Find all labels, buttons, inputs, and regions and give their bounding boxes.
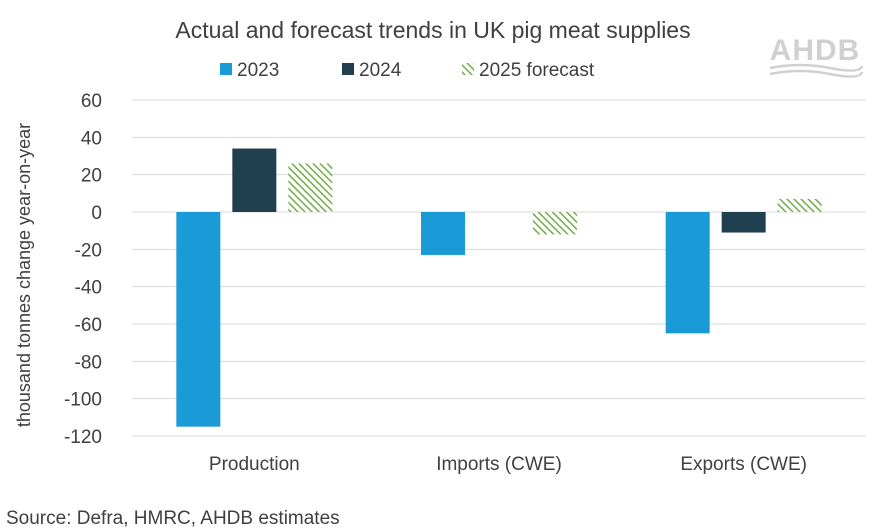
y-axis-label: thousand tonnes change year-on-year xyxy=(14,123,34,427)
bar-2025-forecast-1 xyxy=(533,212,577,235)
legend-label: 2025 forecast xyxy=(479,60,595,81)
legend: 2023 2024 2025 forecast xyxy=(220,60,595,81)
ahdb-logo: AHDB xyxy=(770,34,864,78)
y-tick-label: -20 xyxy=(75,240,102,261)
y-tick-label: 40 xyxy=(81,128,102,149)
legend-label: 2023 xyxy=(237,60,279,81)
legend-swatch xyxy=(220,63,232,75)
bar-2025-forecast-0 xyxy=(288,163,333,212)
bar-2024-0 xyxy=(232,148,277,212)
bar-2025-forecast-2 xyxy=(777,198,822,212)
y-tick-label: 20 xyxy=(81,166,102,187)
y-tick-label: 0 xyxy=(91,203,102,224)
x-category-label: Exports (CWE) xyxy=(680,454,807,475)
source-note: Source: Defra, HMRC, AHDB estimates xyxy=(6,508,340,529)
logo-text: AHDB xyxy=(770,34,861,67)
x-category-label: Production xyxy=(209,454,300,475)
legend-swatch xyxy=(462,63,474,75)
bar-2023-2 xyxy=(665,212,710,334)
y-tick-label: -80 xyxy=(75,352,102,373)
y-tick-label: -60 xyxy=(75,315,102,336)
legend-swatch xyxy=(342,63,354,75)
y-tick-label: 60 xyxy=(81,91,102,112)
bar-2023-1 xyxy=(421,212,465,255)
y-axis-ticks: 60 40 20 0 -20 -40 -60 -80 -100 -120 xyxy=(64,91,102,448)
y-tick-label: -40 xyxy=(75,278,102,299)
legend-label: 2024 xyxy=(359,60,402,81)
x-axis-categories: Production Imports (CWE) Exports (CWE) xyxy=(209,454,807,475)
bar-2023-0 xyxy=(176,212,221,427)
bars xyxy=(176,148,822,427)
bar-2024-2 xyxy=(721,212,766,233)
chart-title: Actual and forecast trends in UK pig mea… xyxy=(175,17,690,43)
x-category-label: Imports (CWE) xyxy=(436,454,562,475)
y-tick-label: -100 xyxy=(64,390,102,411)
y-tick-label: -120 xyxy=(64,427,102,448)
